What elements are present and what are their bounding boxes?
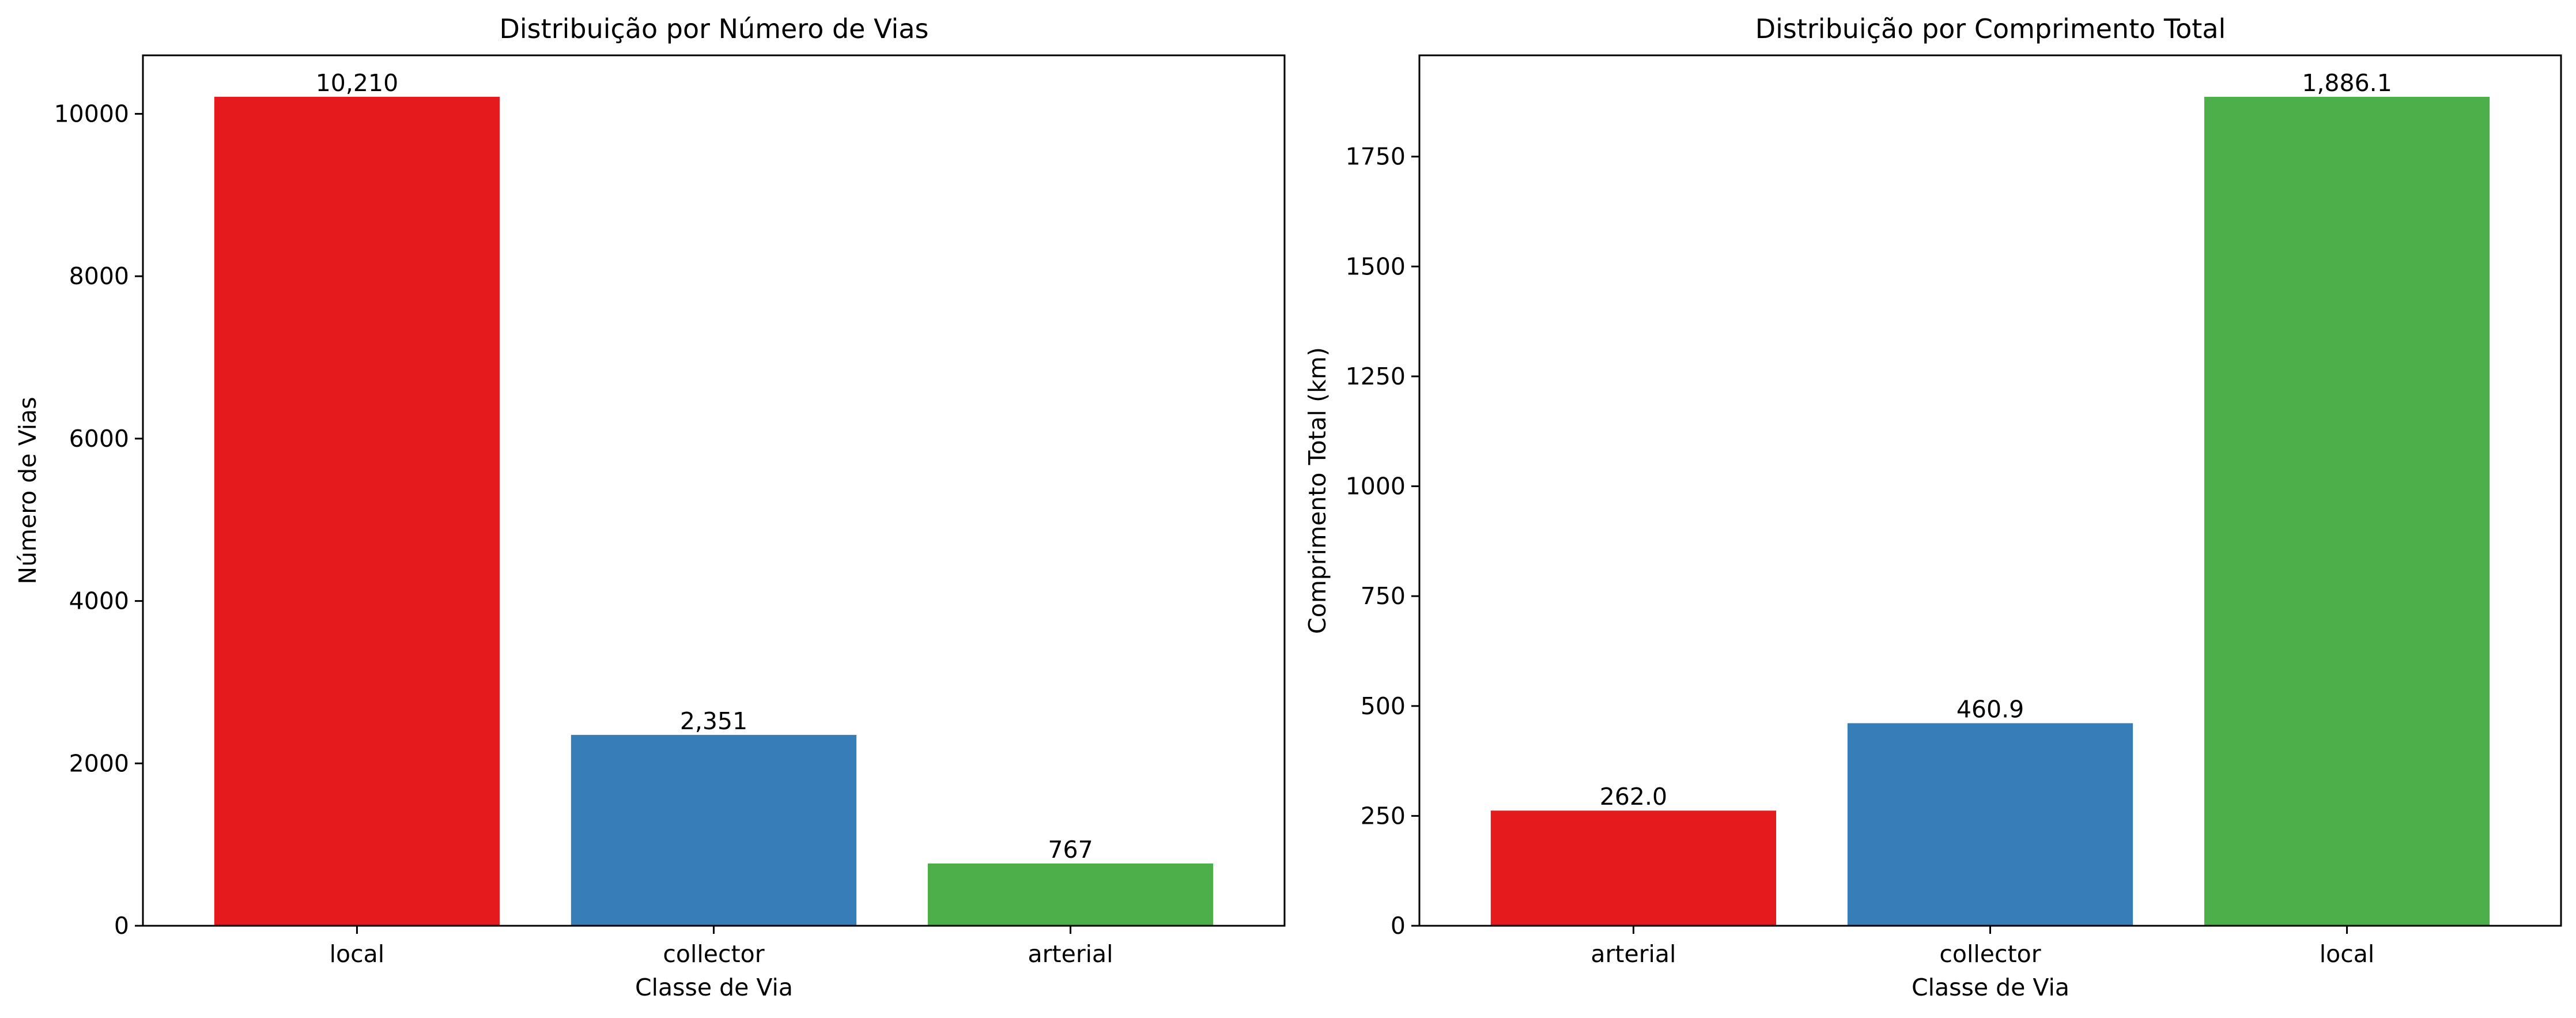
y-tick-label: 4000 [69,587,129,615]
x-axis-ticks: arterial collector local [1591,926,2374,968]
chart-vias-count: Distribuição por Número de Vias 0 2000 400… [14,13,1286,1001]
y-tick-label: 8000 [69,262,129,290]
chart-title: Distribuição por Número de Vias [499,13,928,44]
data-label-local: 1,886.1 [2302,69,2392,97]
y-tick-label: 0 [1391,912,1406,940]
x-tick-label-local: local [2320,940,2375,968]
y-tick-label: 500 [1361,692,1406,720]
x-axis-label: Classe de Via [635,974,793,1001]
x-tick-label-arterial: arterial [1028,940,1113,968]
y-axis-ticks: 0 250 500 750 1000 1250 1500 1750 [1346,143,1419,940]
bar-collector [571,734,857,926]
bars-group [1490,96,2490,926]
y-axis-label: Comprimento Total (km) [1304,347,1331,634]
bars-group [214,96,1214,926]
x-axis-ticks: local collector arterial [330,926,1113,968]
y-tick-label: 2000 [69,749,129,777]
x-axis-label: Classe de Via [1912,974,2069,1001]
bar-arterial [1490,810,1777,926]
chart-title: Distribuição por Comprimento Total [1755,13,2226,44]
plot-frame [142,54,1286,927]
data-label-arterial: 767 [1048,836,1093,864]
data-label-local: 10,210 [316,69,398,97]
data-label-collector: 460.9 [1956,696,2024,723]
y-tick-label: 10000 [54,100,129,127]
x-tick-label-collector: collector [1939,940,2041,968]
data-label-collector: 2,351 [680,707,747,735]
x-tick-label-local: local [330,940,385,968]
y-tick-label: 6000 [69,425,129,453]
bar-collector [1847,723,2133,926]
data-labels-group: 10,210 2,351 767 [316,69,1093,864]
data-label-arterial: 262.0 [1600,783,1667,810]
y-axis-ticks: 0 2000 4000 6000 8000 10000 [54,100,143,940]
data-labels-group: 262.0 460.9 1,886.1 [1600,69,2392,810]
bar-local [214,96,500,926]
chart-length-total: Distribuição por Comprimento Total 0 250 5… [1304,13,2562,1001]
y-tick-label: 1000 [1346,473,1406,500]
y-tick-label: 750 [1361,582,1406,610]
y-axis-label: Número de Vias [14,397,41,584]
bar-arterial [927,863,1214,926]
y-tick-label: 250 [1361,802,1406,830]
y-tick-label: 1750 [1346,143,1406,171]
x-tick-label-arterial: arterial [1591,940,1676,968]
y-tick-label: 1500 [1346,252,1406,280]
y-tick-label: 1250 [1346,363,1406,390]
plot-frame [1418,54,2562,927]
y-tick-label: 0 [114,912,129,940]
x-tick-label-collector: collector [663,940,764,968]
bar-local [2204,96,2490,926]
